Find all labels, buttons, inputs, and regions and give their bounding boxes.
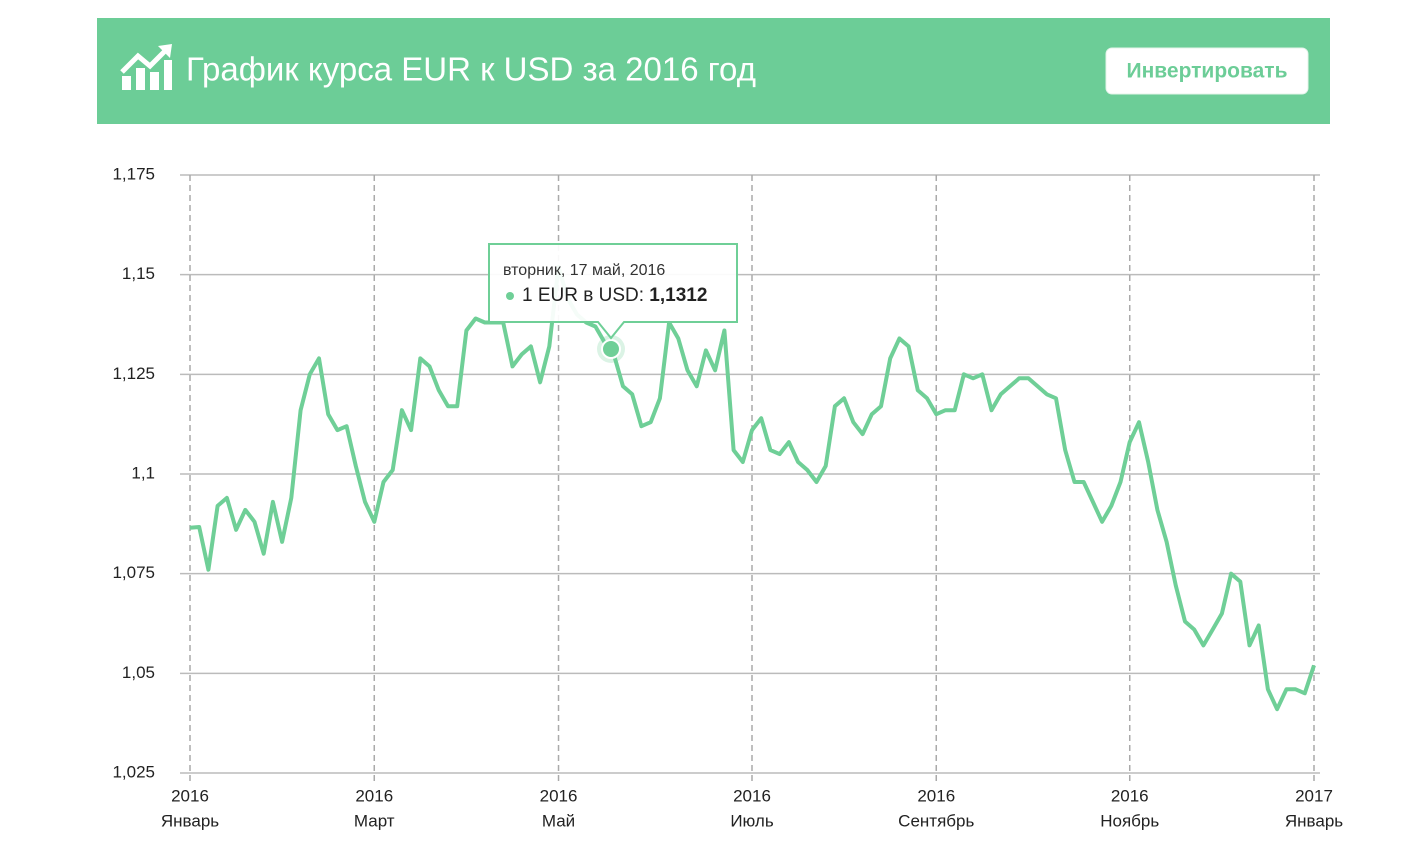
tooltip: вторник, 17 май, 2016 1 EUR в USD: 1,131…: [488, 243, 738, 363]
x-tick-label: Сентябрь: [898, 811, 974, 830]
x-tick-label: 2016: [733, 786, 771, 805]
plot: 1,025 1,05 1,075 1,1 1,125 1,15 1,175 2016 Январ…: [112, 164, 1343, 830]
price-line: [189, 264, 1316, 712]
tooltip-line: 1 EUR в USD: 1,1312: [522, 285, 707, 306]
y-tick-label: 1,125: [112, 364, 155, 383]
x-tick-label: Январь: [161, 811, 219, 830]
header-title: График курса EUR к USD за 2016 год: [186, 51, 756, 88]
invert-button-label[interactable]: Инвертировать: [1127, 60, 1288, 83]
y-tick-label: 1,15: [122, 264, 155, 283]
tooltip-value: 1,1312: [649, 285, 707, 306]
x-tick-label: Июль: [730, 811, 774, 830]
x-tick-label: 2016: [540, 786, 578, 805]
x-tick-label: 2016: [1111, 786, 1149, 805]
x-tick-label: 2016: [917, 786, 955, 805]
y-tick-label: 1,1: [131, 463, 155, 482]
x-tick-label: Март: [354, 811, 395, 830]
x-tick-label: 2017: [1295, 786, 1333, 805]
x-tick-label: 2016: [355, 786, 393, 805]
y-tick-label: 1,05: [122, 663, 155, 682]
y-tick-label: 1,025: [112, 762, 155, 781]
tooltip-label: 1 EUR в USD:: [522, 285, 644, 306]
y-tick-label: 1,175: [112, 164, 155, 183]
x-tick-label: Ноябрь: [1100, 811, 1159, 830]
x-tick-label: Январь: [1285, 811, 1343, 830]
x-tick-label: Май: [542, 811, 575, 830]
tooltip-box: [488, 243, 738, 340]
y-tick-label: 1,075: [112, 563, 155, 582]
header-icon: [120, 44, 172, 90]
x-tick-label: 2016: [171, 786, 209, 805]
tooltip-bullet: [506, 292, 514, 300]
highlight-point: [601, 339, 621, 359]
tooltip-date: вторник, 17 май, 2016: [503, 262, 665, 279]
invert-button[interactable]: [1105, 47, 1309, 95]
